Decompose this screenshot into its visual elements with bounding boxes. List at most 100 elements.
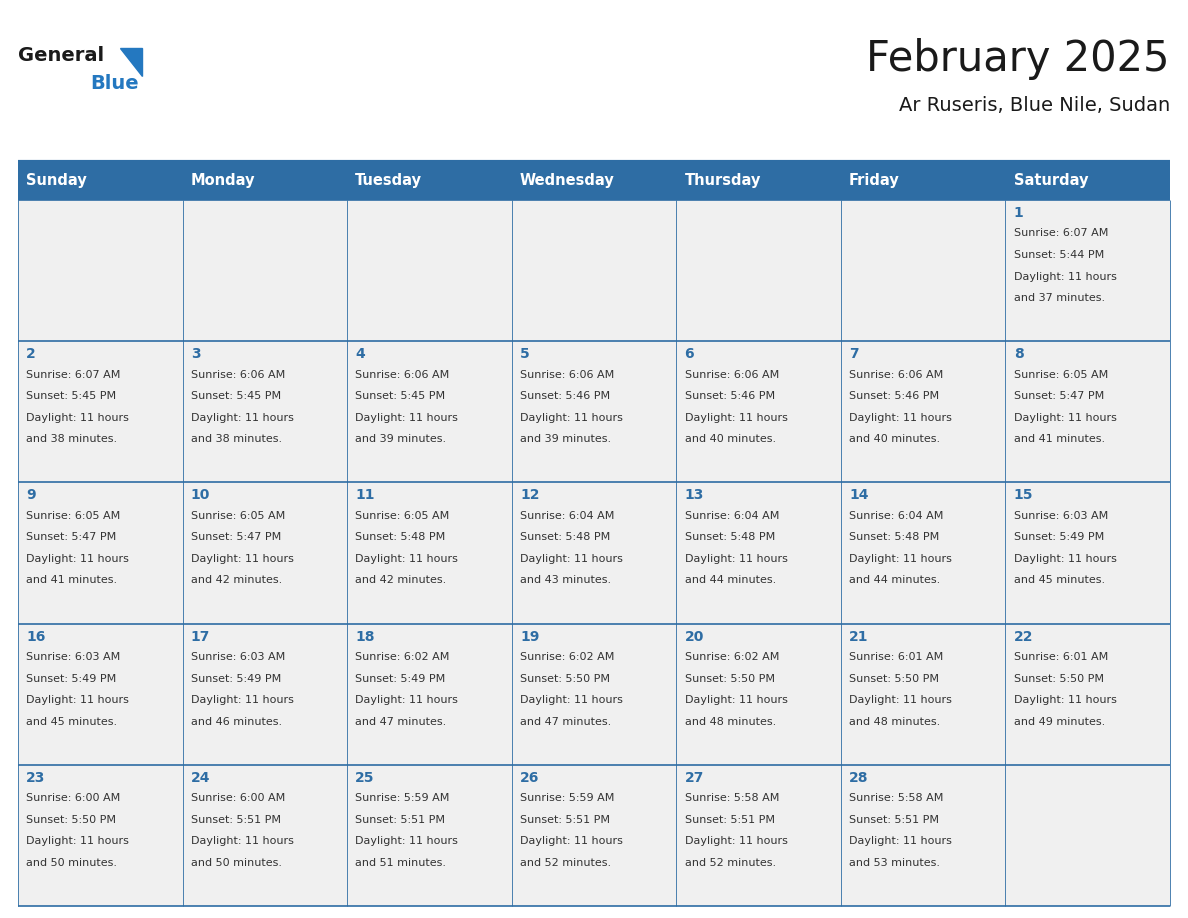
Text: 7: 7 <box>849 347 859 361</box>
Text: 3: 3 <box>191 347 201 361</box>
Bar <box>18 341 183 482</box>
Text: Sunrise: 5:58 AM: Sunrise: 5:58 AM <box>849 793 943 803</box>
Text: Saturday: Saturday <box>1013 174 1088 188</box>
Text: and 43 minutes.: and 43 minutes. <box>520 576 611 586</box>
Bar <box>347 482 512 623</box>
Text: Sunset: 5:51 PM: Sunset: 5:51 PM <box>849 815 939 824</box>
Text: Sunset: 5:48 PM: Sunset: 5:48 PM <box>684 532 775 543</box>
Bar <box>512 765 676 906</box>
Text: 20: 20 <box>684 630 703 644</box>
Text: 2: 2 <box>26 347 36 361</box>
Bar <box>1005 341 1170 482</box>
Text: 9: 9 <box>26 488 36 502</box>
Text: and 47 minutes.: and 47 minutes. <box>520 717 611 727</box>
Text: 5: 5 <box>520 347 530 361</box>
Text: Sunrise: 6:04 AM: Sunrise: 6:04 AM <box>849 511 943 521</box>
Bar <box>1005 482 1170 623</box>
Text: Daylight: 11 hours: Daylight: 11 hours <box>26 413 129 422</box>
Text: Sunrise: 6:03 AM: Sunrise: 6:03 AM <box>191 652 285 662</box>
Text: Daylight: 11 hours: Daylight: 11 hours <box>26 554 129 564</box>
Text: 4: 4 <box>355 347 365 361</box>
Text: Daylight: 11 hours: Daylight: 11 hours <box>849 554 952 564</box>
Text: 6: 6 <box>684 347 694 361</box>
Text: 21: 21 <box>849 630 868 644</box>
Text: Sunrise: 6:06 AM: Sunrise: 6:06 AM <box>191 370 285 380</box>
Text: and 46 minutes.: and 46 minutes. <box>191 717 282 727</box>
Text: Sunrise: 6:06 AM: Sunrise: 6:06 AM <box>684 370 779 380</box>
Bar <box>347 765 512 906</box>
Bar <box>18 623 183 765</box>
Bar <box>676 341 841 482</box>
Text: and 38 minutes.: and 38 minutes. <box>26 434 118 444</box>
Bar <box>347 200 512 341</box>
Text: Daylight: 11 hours: Daylight: 11 hours <box>520 413 623 422</box>
Text: and 44 minutes.: and 44 minutes. <box>684 576 776 586</box>
Polygon shape <box>120 48 143 76</box>
Text: 11: 11 <box>355 488 375 502</box>
Bar <box>841 482 1005 623</box>
Bar <box>841 341 1005 482</box>
Text: 19: 19 <box>520 630 539 644</box>
Text: 27: 27 <box>684 771 703 785</box>
Text: Sunrise: 6:01 AM: Sunrise: 6:01 AM <box>1013 652 1108 662</box>
Text: 1: 1 <box>1013 206 1023 220</box>
Text: Daylight: 11 hours: Daylight: 11 hours <box>849 695 952 705</box>
Text: Sunset: 5:49 PM: Sunset: 5:49 PM <box>1013 532 1104 543</box>
Text: Sunrise: 5:59 AM: Sunrise: 5:59 AM <box>520 793 614 803</box>
Text: Sunrise: 6:05 AM: Sunrise: 6:05 AM <box>355 511 449 521</box>
Text: and 52 minutes.: and 52 minutes. <box>684 857 776 868</box>
Text: and 53 minutes.: and 53 minutes. <box>849 857 940 868</box>
Text: Daylight: 11 hours: Daylight: 11 hours <box>684 836 788 846</box>
Text: and 50 minutes.: and 50 minutes. <box>26 857 118 868</box>
Text: 15: 15 <box>1013 488 1034 502</box>
Text: Sunrise: 6:06 AM: Sunrise: 6:06 AM <box>849 370 943 380</box>
Text: Sunrise: 6:06 AM: Sunrise: 6:06 AM <box>355 370 449 380</box>
Text: and 40 minutes.: and 40 minutes. <box>849 434 940 444</box>
Text: Sunset: 5:49 PM: Sunset: 5:49 PM <box>26 674 116 684</box>
Text: 16: 16 <box>26 630 45 644</box>
Bar <box>676 482 841 623</box>
Text: Sunrise: 6:03 AM: Sunrise: 6:03 AM <box>26 652 120 662</box>
Text: and 47 minutes.: and 47 minutes. <box>355 717 447 727</box>
Text: Daylight: 11 hours: Daylight: 11 hours <box>520 554 623 564</box>
Text: Sunset: 5:51 PM: Sunset: 5:51 PM <box>520 815 609 824</box>
Text: Daylight: 11 hours: Daylight: 11 hours <box>355 413 459 422</box>
Bar <box>512 482 676 623</box>
Text: Sunset: 5:50 PM: Sunset: 5:50 PM <box>520 674 609 684</box>
Text: and 40 minutes.: and 40 minutes. <box>684 434 776 444</box>
Text: and 38 minutes.: and 38 minutes. <box>191 434 282 444</box>
Text: Sunrise: 5:58 AM: Sunrise: 5:58 AM <box>684 793 779 803</box>
Text: 13: 13 <box>684 488 703 502</box>
Text: Daylight: 11 hours: Daylight: 11 hours <box>191 836 293 846</box>
Text: Sunset: 5:45 PM: Sunset: 5:45 PM <box>355 391 446 401</box>
Text: 22: 22 <box>1013 630 1034 644</box>
Text: Daylight: 11 hours: Daylight: 11 hours <box>849 413 952 422</box>
Text: 14: 14 <box>849 488 868 502</box>
Bar <box>676 765 841 906</box>
Text: Monday: Monday <box>191 174 255 188</box>
Text: Sunset: 5:46 PM: Sunset: 5:46 PM <box>849 391 940 401</box>
Bar <box>18 765 183 906</box>
Text: and 39 minutes.: and 39 minutes. <box>355 434 447 444</box>
Text: Daylight: 11 hours: Daylight: 11 hours <box>26 836 129 846</box>
Text: Sunset: 5:50 PM: Sunset: 5:50 PM <box>1013 674 1104 684</box>
Bar <box>841 200 1005 341</box>
Bar <box>1005 200 1170 341</box>
Text: Sunrise: 6:03 AM: Sunrise: 6:03 AM <box>1013 511 1108 521</box>
Text: Sunset: 5:48 PM: Sunset: 5:48 PM <box>355 532 446 543</box>
Text: and 50 minutes.: and 50 minutes. <box>191 857 282 868</box>
Text: Daylight: 11 hours: Daylight: 11 hours <box>684 695 788 705</box>
Bar <box>676 200 841 341</box>
Text: Sunrise: 6:02 AM: Sunrise: 6:02 AM <box>520 652 614 662</box>
Text: Daylight: 11 hours: Daylight: 11 hours <box>191 695 293 705</box>
Text: Blue: Blue <box>90 74 139 93</box>
Text: 18: 18 <box>355 630 375 644</box>
Text: Sunrise: 6:01 AM: Sunrise: 6:01 AM <box>849 652 943 662</box>
Text: Daylight: 11 hours: Daylight: 11 hours <box>1013 695 1117 705</box>
Bar <box>183 200 347 341</box>
Text: Sunset: 5:44 PM: Sunset: 5:44 PM <box>1013 250 1104 260</box>
Bar <box>1005 623 1170 765</box>
Text: 26: 26 <box>520 771 539 785</box>
Text: Sunrise: 6:00 AM: Sunrise: 6:00 AM <box>191 793 285 803</box>
Text: Sunset: 5:46 PM: Sunset: 5:46 PM <box>520 391 611 401</box>
